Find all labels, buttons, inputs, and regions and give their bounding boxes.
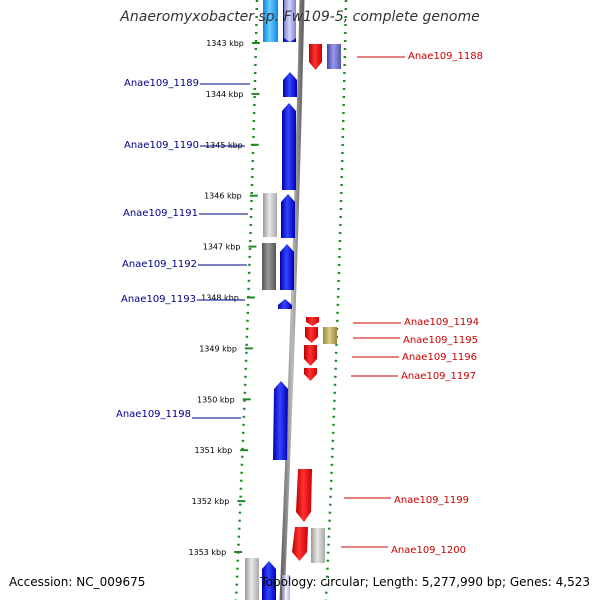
- gene-label[interactable]: Anae109_1191: [123, 208, 198, 219]
- gene-label[interactable]: Anae109_1199: [394, 495, 469, 506]
- gene-anae109-1188[interactable]: [309, 44, 322, 70]
- gene-label[interactable]: Anae109_1192: [122, 259, 197, 270]
- tick-label: 1346 kbp: [204, 192, 242, 201]
- gene-anae109-1190[interactable]: [282, 103, 296, 190]
- coordinate-ticks: 1343 kbp 1344 kbp 1345 kbp 1346 kbp 1347 kbp…: [189, 39, 260, 557]
- gene-anae109-1196[interactable]: [304, 345, 317, 366]
- tick-label: 1350 kbp: [197, 395, 235, 404]
- feature-khaki: [323, 327, 337, 344]
- outer-right-dotted-arc: [324, 0, 348, 600]
- tick-label: 1352 kbp: [192, 497, 230, 506]
- gene-label[interactable]: Anae109_1188: [408, 51, 483, 62]
- tick-label: 1349 kbp: [199, 344, 237, 353]
- gene-label[interactable]: Anae109_1193: [121, 294, 196, 305]
- tick-label: 1351 kbp: [194, 446, 232, 455]
- genome-summary: Topology: circular; Length: 5,277,990 bp…: [260, 575, 590, 589]
- gene-anae109-1199[interactable]: [296, 469, 312, 522]
- feature-gray-1191: [263, 193, 277, 237]
- gene-anae109-1193[interactable]: [278, 299, 292, 309]
- tick-label: 1353 kbp: [189, 548, 227, 557]
- gene-anae109-1191[interactable]: [281, 194, 295, 238]
- gene-anae109-1200[interactable]: [292, 527, 308, 561]
- partial-feature-lavender: [284, 0, 296, 42]
- partial-feature-lavender-bottom: [282, 575, 290, 600]
- gene-anae109-1189[interactable]: [283, 72, 297, 97]
- partial-feature-gray-bottom: [245, 558, 259, 600]
- gene-label[interactable]: Anae109_1198: [116, 409, 191, 420]
- gene-label[interactable]: Anae109_1200: [391, 545, 466, 556]
- tick-label: 1345 kbp: [205, 141, 243, 150]
- tick-label: 1348 kbp: [201, 294, 239, 303]
- tick-label: 1347 kbp: [203, 243, 241, 252]
- genome-backbone: [279, 0, 305, 600]
- gene-label[interactable]: Anae109_1197: [401, 371, 476, 382]
- partial-feature-blue-bottom: [262, 561, 276, 600]
- accession-text: Accession: NC_009675: [9, 575, 146, 589]
- partial-feature-cyan: [263, 0, 278, 42]
- gene-anae109-1195[interactable]: [305, 327, 318, 343]
- genome-title: Anaeromyxobacter sp. Fw109-5, complete g…: [120, 9, 480, 25]
- gene-label[interactable]: Anae109_1196: [402, 352, 477, 363]
- gene-label[interactable]: Anae109_1189: [124, 78, 199, 89]
- gene-labels: Anae109_1188 Anae109_1189 Anae109_1190 Anae…: [116, 51, 483, 556]
- feature-darkgray-1192: [262, 243, 276, 290]
- feature-gray-1200: [311, 528, 325, 563]
- gene-anae109-1197[interactable]: [304, 368, 317, 381]
- gene-anae109-1192[interactable]: [280, 244, 294, 290]
- gene-anae109-1194[interactable]: [306, 317, 319, 326]
- feature-purple: [327, 44, 341, 69]
- gene-label[interactable]: Anae109_1195: [403, 335, 478, 346]
- tick-label: 1343 kbp: [206, 39, 244, 48]
- gene-label[interactable]: Anae109_1194: [404, 317, 479, 328]
- gene-label[interactable]: Anae109_1190: [124, 140, 199, 151]
- gene-anae109-1198[interactable]: [273, 381, 288, 460]
- tick-label: 1344 kbp: [206, 90, 244, 99]
